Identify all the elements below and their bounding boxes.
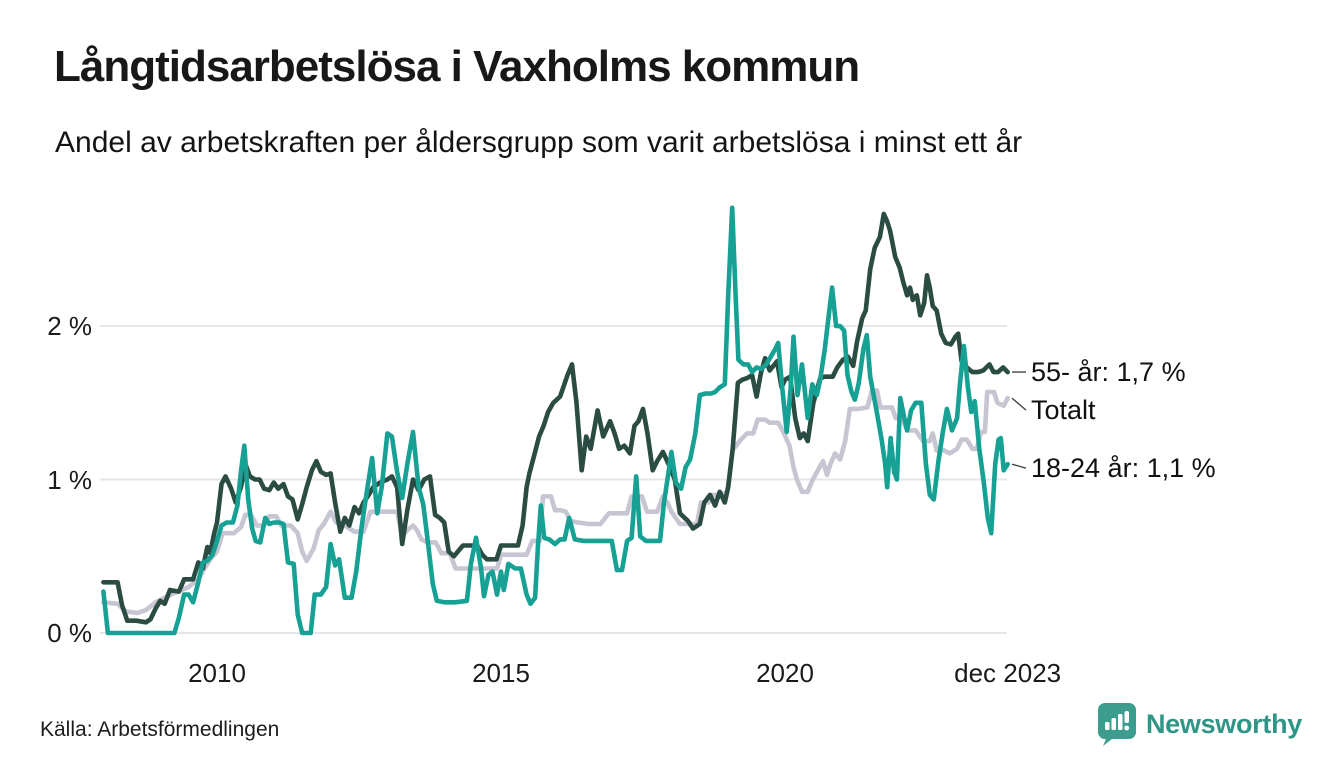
- label-connector-18-24-r: [1011, 463, 1027, 469]
- series-line-55-r: [101, 211, 1010, 625]
- newsworthy-logo: Newsworthy: [1097, 702, 1302, 746]
- label-connector-totalt: [1011, 397, 1027, 411]
- y-tick-label-2: 2 %: [47, 311, 92, 341]
- y-tick-label-1: 1 %: [47, 464, 92, 495]
- x-tick-label-2010: 2010: [188, 658, 246, 688]
- x-tick-label-dec-2023: dec 2023: [954, 658, 1062, 688]
- y-tick-label-0: 0 %: [47, 618, 92, 648]
- chart-subtitle: Andel av arbetskraften per åldersgrupp s…: [55, 126, 1023, 159]
- source-note: Källa: Arbetsförmedlingen: [40, 718, 280, 741]
- page-title: Långtidsarbetslösa i Vaxholms kommun: [54, 42, 860, 91]
- series-label-totalt: Totalt: [1031, 395, 1096, 426]
- newsworthy-logo-text: Newsworthy: [1145, 708, 1302, 739]
- newsworthy-bubble-icon: [1097, 703, 1136, 746]
- series-label-18-24-ar: 18-24 år: 1,1 %: [1031, 453, 1216, 484]
- x-tick-label-2020: 2020: [756, 658, 814, 688]
- series-label-55-ar: 55- år: 1,7 %: [1031, 357, 1186, 388]
- series-line-18-24-r: [101, 205, 1010, 636]
- x-tick-label-2015: 2015: [472, 658, 530, 688]
